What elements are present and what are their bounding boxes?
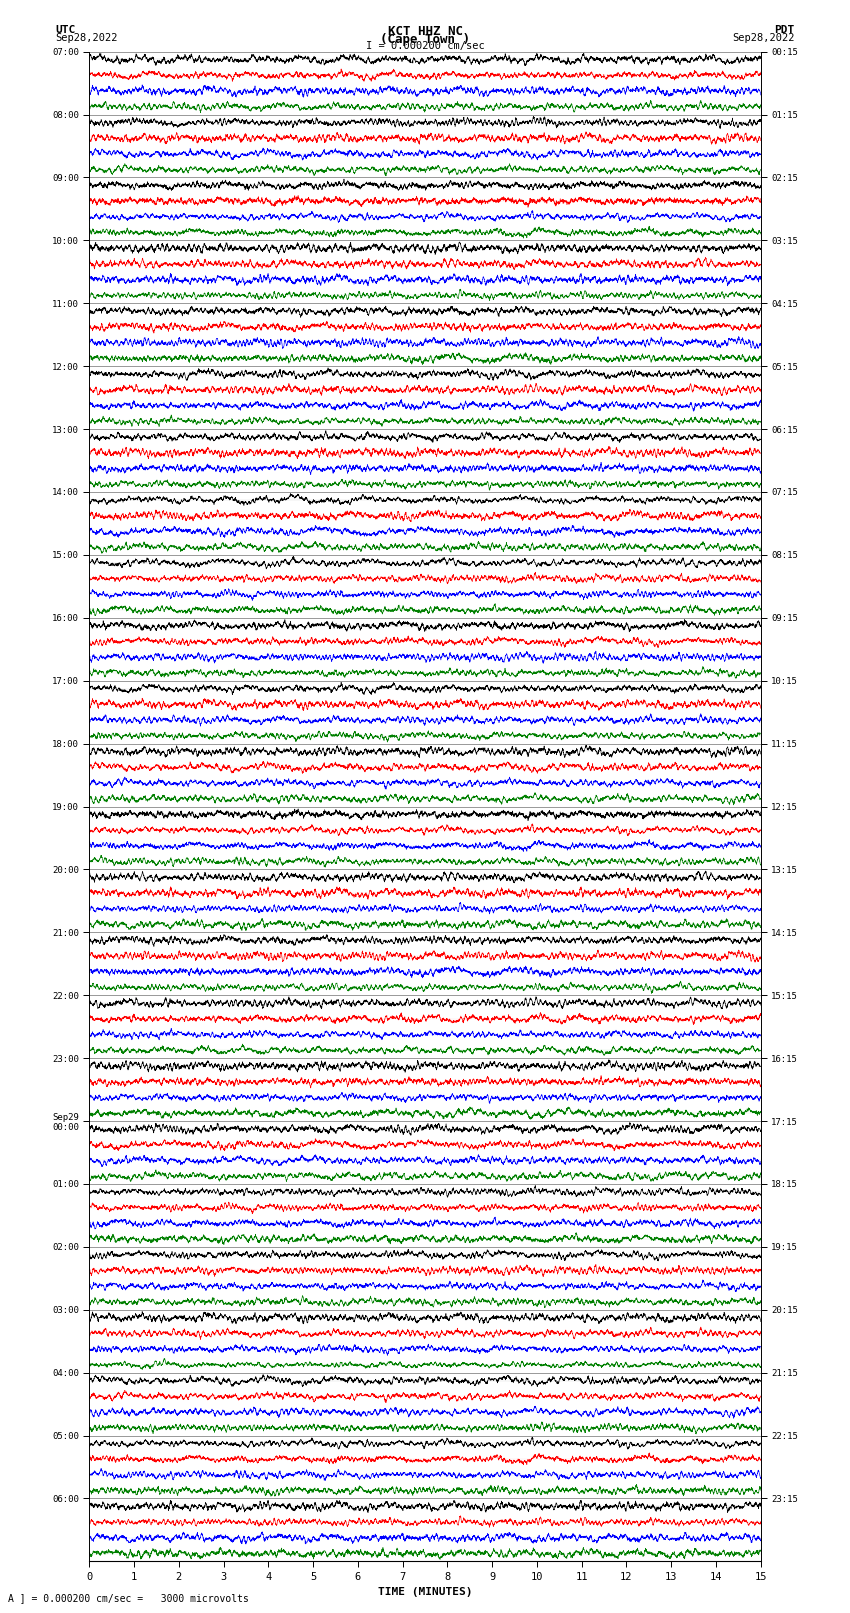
Text: PDT: PDT — [774, 24, 795, 35]
Text: A ] = 0.000200 cm/sec =   3000 microvolts: A ] = 0.000200 cm/sec = 3000 microvolts — [8, 1594, 249, 1603]
Text: Sep28,2022: Sep28,2022 — [732, 32, 795, 44]
Text: UTC: UTC — [55, 24, 76, 35]
Text: KCT HHZ NC: KCT HHZ NC — [388, 24, 462, 39]
Text: (Cape Town ): (Cape Town ) — [380, 32, 470, 47]
Text: Sep28,2022: Sep28,2022 — [55, 32, 118, 44]
Text: I = 0.000200 cm/sec: I = 0.000200 cm/sec — [366, 40, 484, 52]
X-axis label: TIME (MINUTES): TIME (MINUTES) — [377, 1587, 473, 1597]
